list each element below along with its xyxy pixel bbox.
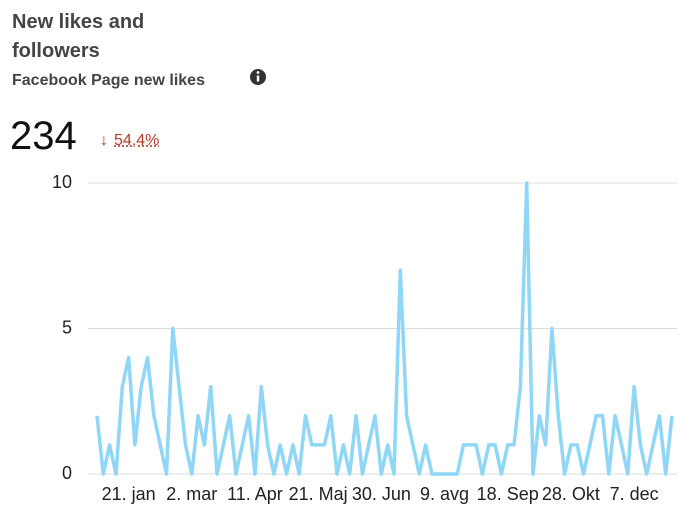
x-tick-label: 30. Jun: [352, 484, 411, 504]
chart-subtitle: Facebook Page new likes: [12, 72, 205, 89]
x-tick-label: 21. Maj: [289, 484, 348, 504]
series-line: [95, 181, 674, 476]
kpi-change-value: 54,4%: [114, 132, 160, 149]
kpi-change: ↓ 54,4%: [100, 132, 160, 149]
y-tick-label: 5: [62, 317, 72, 337]
x-tick-label: 21. jan: [102, 484, 156, 504]
x-tick-label: 28. Okt: [542, 484, 600, 504]
x-tick-label: 11. Apr: [227, 484, 283, 504]
y-tick-label: 10: [52, 172, 72, 192]
x-tick-label: 2. mar: [166, 484, 217, 504]
info-icon[interactable]: [250, 69, 266, 85]
chart-title: New likes and followers: [12, 11, 145, 62]
x-tick-label: 18. Sep: [477, 484, 539, 504]
x-tick-label: 9. avg: [420, 484, 469, 504]
kpi-value: 234: [10, 114, 77, 158]
y-tick-label: 0: [62, 463, 72, 483]
x-tick-label: 7. dec: [610, 484, 659, 504]
